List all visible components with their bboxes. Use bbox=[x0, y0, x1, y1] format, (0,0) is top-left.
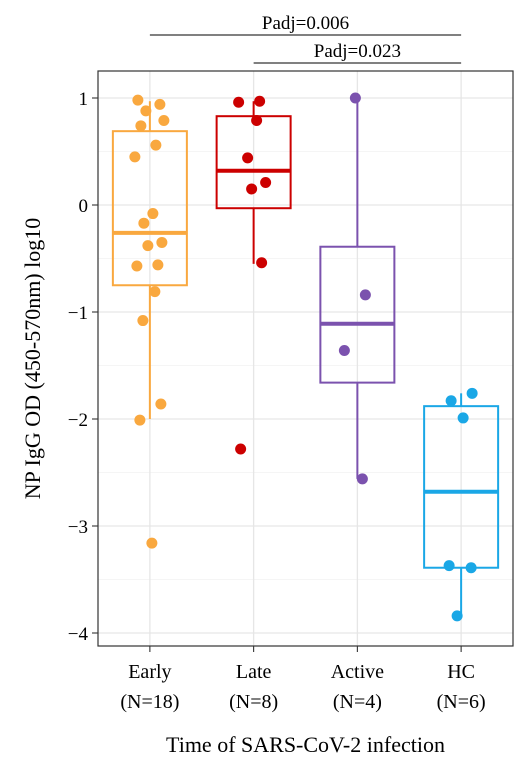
data-point bbox=[131, 260, 143, 272]
data-point bbox=[251, 114, 263, 126]
x-tick-sample-size: (N=4) bbox=[333, 691, 382, 713]
data-point bbox=[445, 395, 457, 407]
data-point bbox=[356, 473, 368, 485]
data-point bbox=[146, 537, 158, 549]
box-late bbox=[215, 115, 292, 210]
y-tick-label: −3 bbox=[68, 517, 88, 538]
y-tick-label: −4 bbox=[68, 624, 89, 645]
x-tick-sample-size: (N=8) bbox=[229, 691, 278, 713]
box-active bbox=[319, 245, 396, 384]
data-point bbox=[152, 259, 164, 271]
data-point bbox=[338, 345, 350, 357]
data-point bbox=[256, 257, 268, 269]
significance-annotations: Padj=0.006 Padj=0.023 bbox=[149, 13, 462, 64]
data-point bbox=[132, 94, 144, 106]
axis-ticks: 1 0 −1 −2 −3 −4 Early (N=18) Late (N=8) Active (N=4… bbox=[68, 89, 486, 713]
x-tick-label: Active bbox=[331, 661, 384, 683]
grid-lines bbox=[98, 71, 513, 646]
data-point bbox=[443, 560, 455, 572]
data-point bbox=[135, 120, 147, 132]
x-tick-sample-size: (N=6) bbox=[437, 691, 486, 713]
data-point bbox=[233, 96, 245, 108]
data-points bbox=[129, 92, 478, 622]
data-point bbox=[156, 236, 168, 248]
x-tick-label: HC bbox=[447, 661, 475, 683]
data-point bbox=[150, 139, 162, 151]
data-point bbox=[154, 98, 166, 110]
data-point bbox=[466, 387, 478, 399]
x-tick-label: Early bbox=[128, 661, 171, 683]
box-early bbox=[111, 130, 188, 287]
data-point bbox=[349, 92, 361, 104]
data-point bbox=[149, 286, 161, 298]
y-tick-label: −1 bbox=[68, 303, 88, 324]
boxes bbox=[111, 98, 500, 616]
y-tick-label: −2 bbox=[68, 410, 88, 431]
panel-border bbox=[97, 70, 514, 647]
significance-label: Padj=0.023 bbox=[314, 41, 401, 62]
data-point bbox=[359, 289, 371, 301]
y-axis-label: NP IgG OD (450-570nm) log10 bbox=[20, 218, 45, 500]
data-point bbox=[138, 217, 150, 229]
y-tick-label: 0 bbox=[79, 196, 89, 217]
box-hc bbox=[423, 405, 500, 569]
data-point bbox=[140, 105, 152, 117]
data-point bbox=[246, 183, 258, 195]
x-tick-sample-size: (N=18) bbox=[120, 691, 179, 713]
data-point bbox=[457, 412, 469, 424]
data-point bbox=[465, 562, 477, 574]
data-point bbox=[147, 208, 159, 220]
data-point bbox=[129, 151, 141, 163]
x-tick-label: Late bbox=[236, 661, 272, 683]
significance-label: Padj=0.006 bbox=[262, 13, 349, 34]
x-axis-label: Time of SARS-CoV-2 infection bbox=[166, 732, 445, 757]
data-point bbox=[137, 315, 149, 327]
data-point bbox=[235, 443, 247, 455]
data-point bbox=[242, 152, 254, 164]
data-point bbox=[158, 114, 170, 126]
data-point bbox=[134, 414, 146, 426]
data-point bbox=[142, 240, 154, 252]
data-point bbox=[254, 95, 266, 107]
data-point bbox=[155, 398, 167, 410]
y-tick-label: 1 bbox=[79, 89, 89, 110]
data-point bbox=[451, 610, 463, 622]
data-point bbox=[260, 177, 272, 189]
